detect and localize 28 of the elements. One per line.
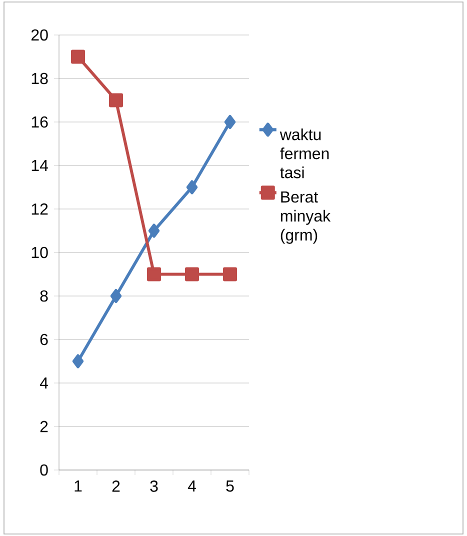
point — [72, 354, 84, 368]
y-tick-label: 8 — [40, 290, 48, 302]
point — [71, 50, 85, 64]
point — [224, 114, 236, 129]
point — [185, 267, 200, 282]
legend-label: Berat minyak (grm) — [280, 191, 331, 244]
x-tick-label: 2 — [112, 480, 120, 492]
y-tick-label: 2 — [40, 420, 48, 432]
point — [147, 267, 162, 282]
y-tick-label: 6 — [40, 334, 48, 346]
point — [186, 180, 198, 194]
y-tick-label: 14 — [32, 160, 48, 171]
point — [110, 289, 122, 303]
x-tick-label: 5 — [226, 480, 234, 492]
point — [223, 267, 238, 282]
y-tick-label: 18 — [32, 72, 48, 84]
x-tick-label: 3 — [150, 480, 158, 492]
x-tick-label: 4 — [188, 480, 196, 492]
y-tick-label: 4 — [40, 377, 48, 389]
y-tick-label: 12 — [32, 203, 48, 215]
point — [109, 93, 123, 108]
point — [148, 224, 160, 238]
y-tick-label: 16 — [32, 116, 48, 128]
y-tick-label: 10 — [32, 246, 48, 258]
y-tick-label: 20 — [31, 29, 48, 41]
y-tick-label: 0 — [40, 464, 48, 476]
x-tick-label: 1 — [74, 480, 82, 492]
legend-label: waktu fermen tasi — [280, 128, 329, 178]
